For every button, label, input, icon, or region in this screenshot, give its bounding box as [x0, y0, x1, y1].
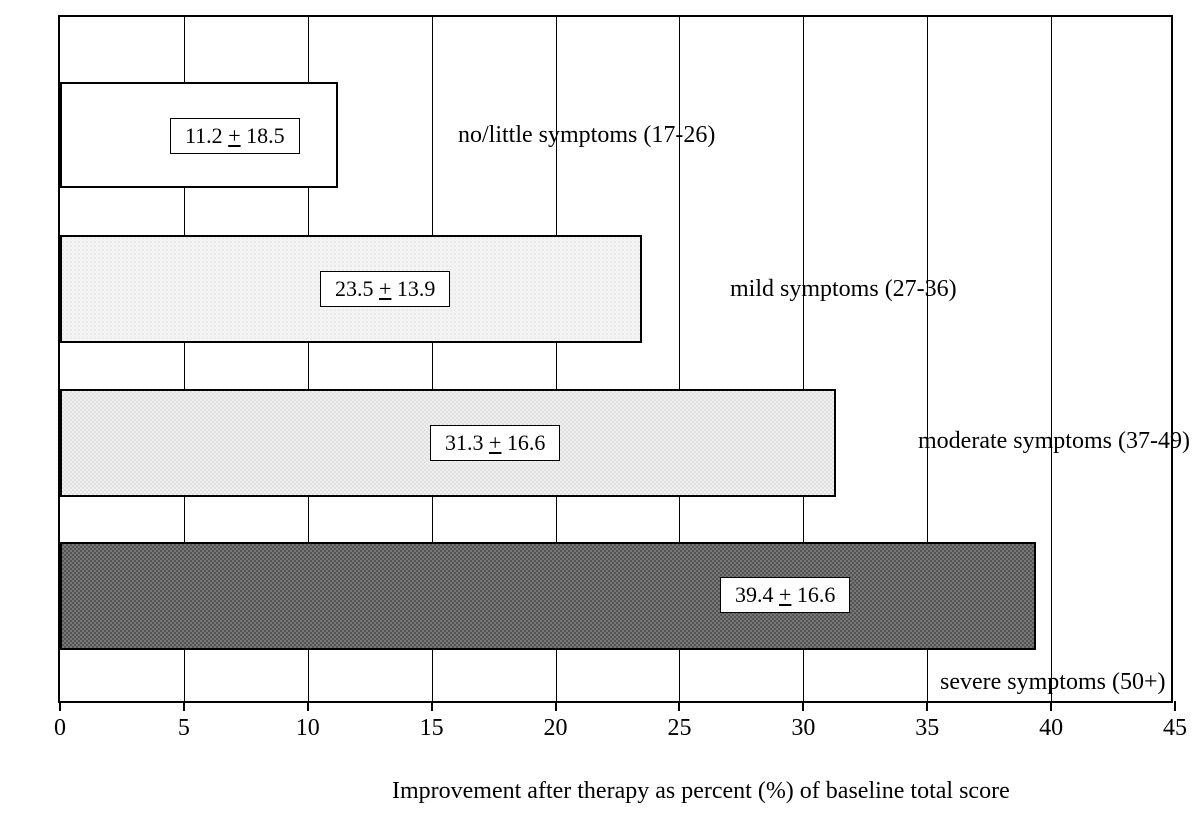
gridline — [1051, 17, 1052, 701]
x-tick — [1050, 701, 1052, 711]
x-tick-label: 0 — [54, 715, 66, 742]
x-tick-label: 20 — [544, 715, 568, 742]
bar-category-moderate: moderate symptoms (37-49) — [918, 428, 1190, 455]
x-tick — [59, 701, 61, 711]
x-tick-label: 15 — [420, 715, 444, 742]
bar-value-severe: 39.4 + 16.6 — [720, 577, 850, 613]
bar-value-no-little: 11.2 + 18.5 — [170, 118, 300, 154]
x-tick — [802, 701, 804, 711]
x-tick-label: 45 — [1163, 715, 1187, 742]
x-tick — [555, 701, 557, 711]
x-tick — [183, 701, 185, 711]
x-tick-label: 35 — [915, 715, 939, 742]
bar-category-no-little: no/little symptoms (17-26) — [458, 122, 715, 149]
x-tick — [678, 701, 680, 711]
x-tick-label: 30 — [791, 715, 815, 742]
plot-area: 05101520253035404511.2 + 18.5no/little s… — [58, 15, 1173, 703]
x-tick — [1174, 701, 1176, 711]
bar-category-severe: severe symptoms (50+) — [940, 669, 1166, 696]
bar-value-moderate: 31.3 + 16.6 — [430, 425, 560, 461]
x-tick-label: 40 — [1039, 715, 1063, 742]
x-axis-label: Improvement after therapy as percent (%)… — [392, 778, 1010, 805]
bar-value-mild: 23.5 + 13.9 — [320, 271, 450, 307]
bar-category-mild: mild symptoms (27-36) — [730, 276, 957, 303]
bar-severe — [60, 542, 1036, 650]
x-tick-label: 25 — [667, 715, 691, 742]
x-tick-label: 5 — [178, 715, 190, 742]
improvement-bar-chart: 0 5 10 15 20 25 30 35 40 45 11.2 + 18.5 no/little s… — [0, 0, 1200, 818]
x-tick — [431, 701, 433, 711]
x-tick — [307, 701, 309, 711]
x-tick — [926, 701, 928, 711]
x-tick-label: 10 — [296, 715, 320, 742]
